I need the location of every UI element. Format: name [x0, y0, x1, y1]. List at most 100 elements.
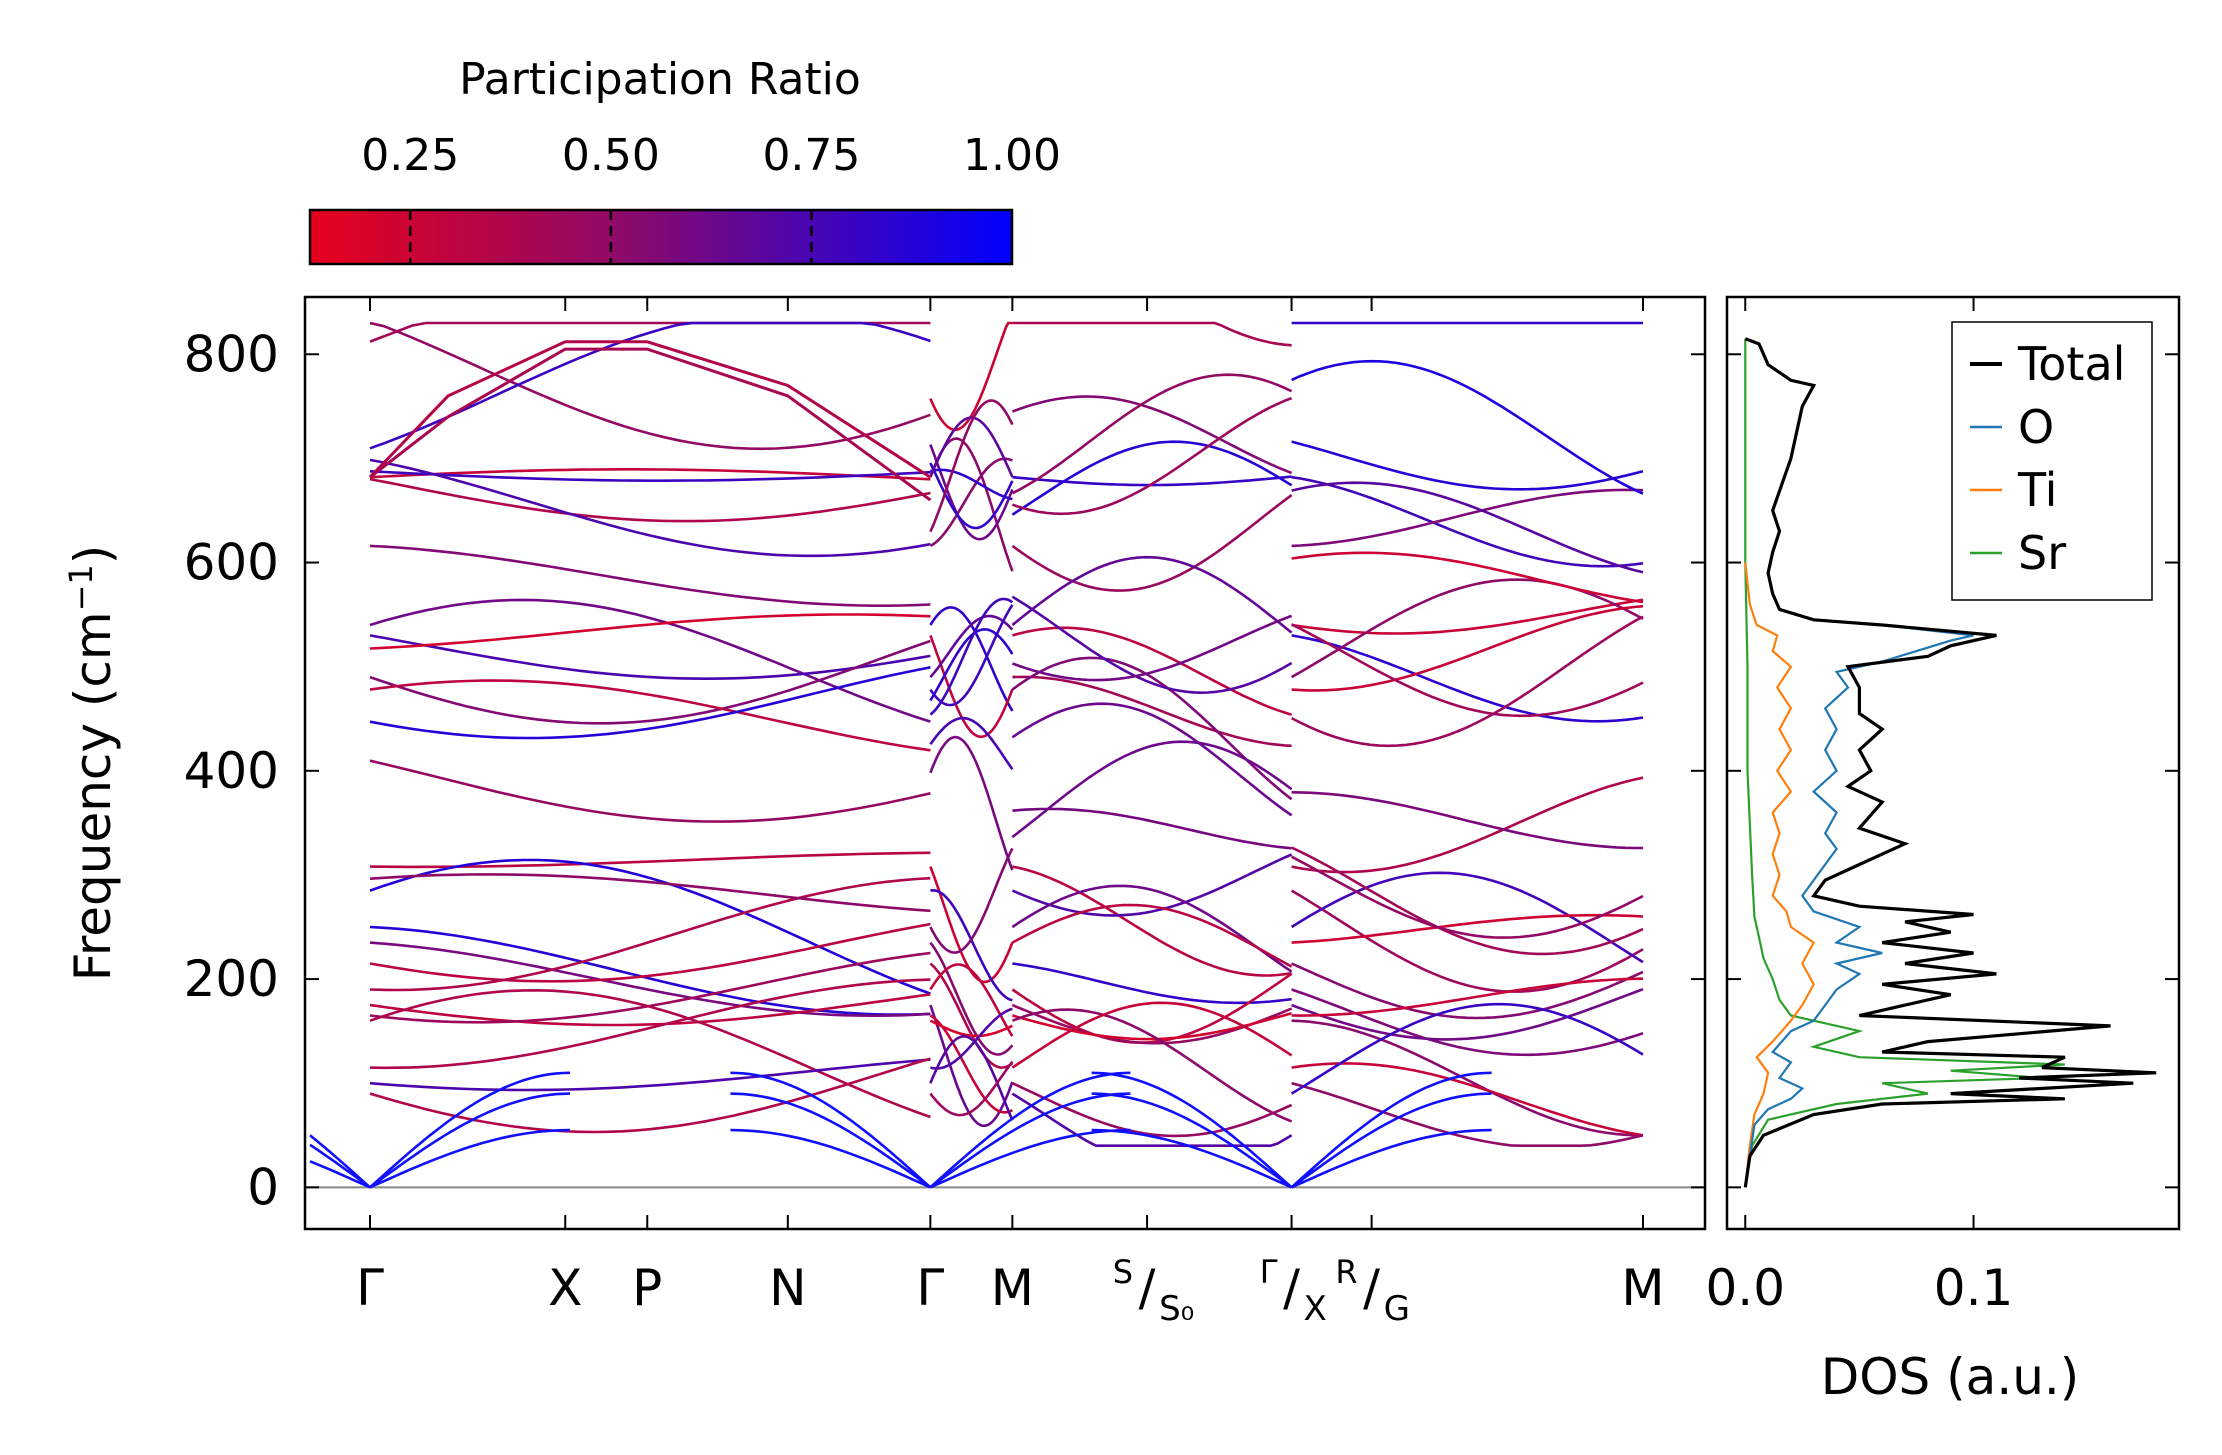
x-tick-label-upper: R — [1335, 1253, 1357, 1291]
phonon-band — [1291, 1019, 1643, 1137]
x-tick-label: M — [991, 1259, 1034, 1317]
y-axis-label-close: ) — [64, 545, 122, 565]
phonon-band — [1291, 846, 1644, 956]
phonon-band — [1011, 1008, 1293, 1123]
phonon-band — [1291, 475, 1644, 568]
phonon-band — [929, 634, 1014, 739]
phonon-band — [1012, 865, 1292, 977]
phonon-band — [369, 978, 931, 1070]
acoustic-branch — [369, 1128, 571, 1189]
x-tick-label-upper: Γ — [1260, 1253, 1278, 1291]
dos-x-tick-label: 0.1 — [1934, 1259, 2014, 1317]
dos-panel: 0.0 0.1 DOS (a.u.) Total O Ti Sr — [1705, 295, 2181, 1406]
phonon-band — [1011, 373, 1293, 495]
dos-line-ti — [1744, 562, 1816, 1188]
x-tick-label: Γ — [356, 1259, 384, 1317]
phonon-band — [929, 416, 1014, 478]
phonon-band — [929, 941, 1014, 1056]
phonon-band — [1012, 321, 1292, 347]
legend-label-sr: Sr — [2018, 526, 2066, 580]
y-tick-label: 600 — [184, 534, 279, 592]
phonon-band — [1291, 598, 1644, 635]
phonon-band — [1011, 396, 1293, 516]
x-tick-label-slash: / — [1139, 1259, 1156, 1317]
x-tick-label-lower: G — [1384, 1289, 1410, 1329]
legend-label-ti: Ti — [2017, 463, 2057, 517]
colorbar-tick-label: 0.75 — [762, 130, 860, 181]
x-tick-label: Γ — [916, 1259, 944, 1317]
acoustic-branch — [929, 1092, 1131, 1189]
phonon-band — [929, 597, 1014, 716]
colorbar-tick-label: 1.00 — [963, 130, 1061, 181]
phonon-band — [1011, 555, 1293, 634]
acoustic-branch — [730, 1128, 931, 1189]
phonon-band — [369, 470, 931, 482]
phonon-band — [929, 847, 1014, 954]
x-tick-label-lower: X — [1304, 1289, 1327, 1329]
x-tick-label-lower: S₀ — [1159, 1289, 1194, 1329]
acoustic-branch — [309, 1134, 371, 1189]
x-tick-label: M — [1621, 1259, 1664, 1317]
phonon-band-optical-top — [369, 347, 932, 502]
colorbar-tick-label: 0.25 — [361, 130, 459, 181]
y-tick-label: 800 — [184, 325, 279, 383]
phonon-band — [929, 399, 1014, 533]
phonon-band — [369, 993, 931, 1027]
acoustic-branch — [369, 1071, 571, 1189]
y-axis-label-exponent: −1 — [62, 564, 100, 611]
phonon-band — [1011, 395, 1293, 475]
x-tick-label-slash: / — [1363, 1259, 1380, 1317]
y-axis-label-text: Frequency (cm — [64, 611, 122, 981]
phonon-band — [930, 1007, 1013, 1070]
phonon-band — [929, 1004, 1014, 1128]
acoustic-branch — [1091, 1092, 1293, 1189]
phonon-band — [1291, 481, 1644, 574]
acoustic-branch — [730, 1092, 932, 1189]
x-tick-label: P — [632, 1259, 662, 1317]
phonon-band — [1011, 1082, 1293, 1138]
phonon-band — [929, 321, 1013, 432]
phonon-band — [369, 851, 931, 869]
acoustic-branch — [309, 1160, 371, 1189]
phonon-band — [1291, 962, 1644, 1020]
phonon-band — [1011, 494, 1293, 592]
phonon-band — [929, 1019, 1013, 1038]
x-tick-label: X — [548, 1259, 582, 1317]
phonon-band — [929, 1060, 1014, 1117]
phonon-band — [1291, 1081, 1644, 1147]
acoustic-branch — [1290, 1092, 1492, 1189]
phonon-band — [1291, 977, 1644, 1017]
phonon-band — [929, 963, 1014, 1037]
phonon-band — [1291, 634, 1644, 723]
phonon-band — [1012, 675, 1292, 748]
phonon-band — [1291, 987, 1644, 1041]
phonon-band — [1291, 359, 1644, 495]
phonon-band — [369, 666, 931, 740]
dos-x-tick-label: 0.0 — [1705, 1259, 1785, 1317]
phonon-band — [1012, 962, 1292, 1005]
phonon-band — [929, 462, 1014, 530]
phonon-band — [929, 614, 1014, 678]
phonon-band — [1291, 623, 1644, 718]
phonon-band — [1291, 604, 1644, 692]
band-axes-frame — [303, 295, 1707, 1231]
y-tick-label: 400 — [184, 742, 279, 800]
phonon-band — [1011, 440, 1293, 516]
phonon-band — [369, 1058, 931, 1092]
phonon-band — [929, 444, 1014, 541]
phonon-band — [1011, 740, 1293, 839]
legend-label-total: Total — [2017, 337, 2125, 391]
phonon-band — [369, 468, 931, 481]
phonon-band — [1291, 488, 1644, 548]
acoustic-branch — [929, 1071, 1131, 1189]
acoustic-branch — [1091, 1071, 1293, 1189]
phonon-band — [929, 628, 1014, 702]
phonon-band — [369, 634, 931, 681]
phonon-band — [369, 925, 931, 1016]
phonon-band — [1290, 1002, 1644, 1095]
phonon-band — [1011, 702, 1293, 817]
phonon-band — [369, 941, 931, 1018]
phonon-band — [929, 1014, 1013, 1114]
